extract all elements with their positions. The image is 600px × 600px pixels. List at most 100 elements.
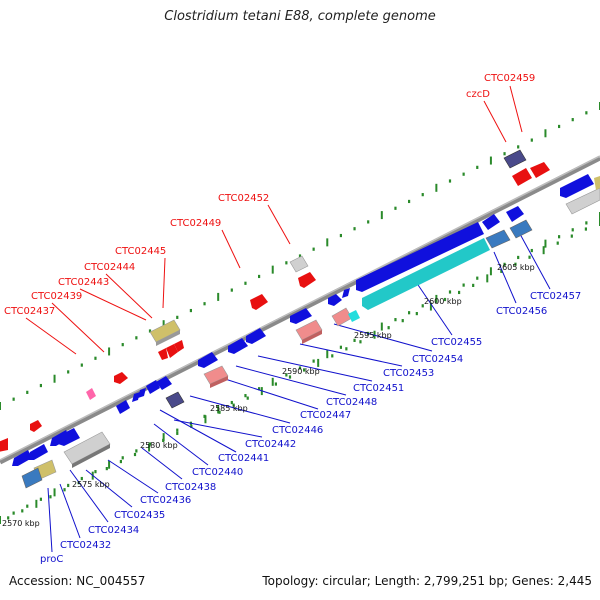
gene-label[interactable]: CTC02435 bbox=[114, 510, 165, 521]
gene-arrow[interactable] bbox=[166, 344, 178, 358]
forward-strand-features bbox=[0, 149, 550, 452]
leader-line bbox=[221, 377, 319, 410]
gene-arrow[interactable] bbox=[228, 338, 248, 354]
gene-arrow[interactable] bbox=[328, 294, 342, 306]
gene-label[interactable]: CTC02437 bbox=[4, 306, 55, 317]
gene-arrow[interactable] bbox=[246, 328, 266, 344]
gene-arrow[interactable] bbox=[342, 288, 350, 298]
gene-label[interactable]: CTC02455 bbox=[431, 337, 482, 348]
gene-arrow[interactable] bbox=[250, 294, 268, 310]
leader-line bbox=[159, 409, 237, 453]
leader-line bbox=[493, 251, 517, 304]
gene-arrow[interactable] bbox=[0, 438, 8, 452]
gene-label[interactable]: CTC02456 bbox=[496, 306, 547, 317]
gene-arrow[interactable] bbox=[114, 372, 128, 384]
gene-arrow[interactable] bbox=[158, 348, 168, 360]
forward-gene-labels: CTC02437 CTC02439 CTC02443 CTC02444 CTC0… bbox=[4, 73, 535, 317]
kbp-scale-labels: 2570 kbp 2575 kbp 2580 kbp 2585 kbp 2590… bbox=[2, 263, 535, 528]
leader-line bbox=[69, 469, 109, 523]
kbp-label: 2590 kbp bbox=[282, 367, 320, 376]
leader-line bbox=[483, 100, 507, 143]
gene-label[interactable]: CTC02449 bbox=[170, 218, 221, 229]
map-title: Clostridium tetani E88, complete genome bbox=[164, 9, 436, 24]
leader-line bbox=[519, 233, 551, 290]
gene-label[interactable]: CTC02438 bbox=[165, 482, 216, 493]
gene-box[interactable] bbox=[503, 149, 527, 169]
gene-box[interactable] bbox=[21, 467, 43, 489]
gene-label[interactable]: CTC02446 bbox=[272, 425, 323, 436]
kbp-label: 2600 kbp bbox=[424, 297, 462, 306]
gene-arrow[interactable] bbox=[530, 162, 550, 178]
gene-label[interactable]: CTC02457 bbox=[530, 291, 581, 302]
gene-label[interactable]: CTC02442 bbox=[245, 439, 296, 450]
gene-arrow[interactable] bbox=[116, 400, 130, 414]
leader-line bbox=[267, 204, 291, 245]
gene-box[interactable] bbox=[485, 229, 511, 249]
gene-arrow[interactable] bbox=[174, 340, 184, 352]
gene-label[interactable]: CTC02451 bbox=[353, 383, 404, 394]
leader-line bbox=[105, 273, 153, 319]
gene-arrow[interactable] bbox=[12, 450, 32, 466]
gene-label[interactable]: CTC02436 bbox=[140, 495, 191, 506]
gene-arrow[interactable] bbox=[86, 388, 96, 400]
gene-box[interactable] bbox=[331, 307, 353, 327]
leader-line bbox=[141, 447, 183, 480]
gene-label[interactable]: CTC02459 bbox=[484, 73, 535, 84]
gene-label[interactable]: CTC02441 bbox=[218, 453, 269, 464]
kbp-label: 2585 kbp bbox=[210, 404, 248, 413]
gene-label[interactable]: CTC02448 bbox=[326, 397, 377, 408]
gene-label[interactable]: CTC02452 bbox=[218, 193, 269, 204]
outer-tick-row bbox=[0, 102, 600, 410]
gene-label[interactable]: CTC02447 bbox=[300, 410, 351, 421]
gene-box-shade bbox=[72, 444, 110, 468]
gene-box[interactable] bbox=[509, 219, 533, 239]
gene-label[interactable]: proC bbox=[40, 554, 63, 565]
gene-label[interactable]: CTC02454 bbox=[412, 354, 463, 365]
gene-box-shade bbox=[156, 330, 180, 346]
leader-line bbox=[51, 302, 105, 353]
gene-arrow[interactable] bbox=[146, 380, 160, 394]
gene-arrow[interactable] bbox=[560, 174, 594, 198]
gene-arrow[interactable] bbox=[290, 308, 312, 324]
gene-label[interactable]: CTC02434 bbox=[88, 525, 139, 536]
genome-backbone-highlight bbox=[0, 155, 600, 461]
gene-label[interactable]: CTC02440 bbox=[192, 467, 243, 478]
leader-line bbox=[47, 487, 53, 553]
label-leader-lines bbox=[25, 85, 551, 553]
gene-arrow[interactable] bbox=[198, 352, 218, 368]
gene-label[interactable]: czcD bbox=[466, 89, 490, 100]
gene-label[interactable]: CTC02444 bbox=[84, 262, 135, 273]
gene-arrow[interactable] bbox=[362, 238, 490, 310]
gene-label[interactable]: CTC02443 bbox=[58, 277, 109, 288]
leader-line bbox=[221, 229, 241, 269]
gene-arrow[interactable] bbox=[298, 272, 316, 288]
gene-arrow[interactable] bbox=[58, 428, 80, 446]
leader-line bbox=[79, 288, 147, 321]
gene-arrow[interactable] bbox=[506, 206, 524, 222]
gene-label[interactable]: CTC02432 bbox=[60, 540, 111, 551]
gene-box[interactable] bbox=[289, 255, 309, 273]
leader-line bbox=[333, 323, 433, 352]
gene-box[interactable] bbox=[165, 391, 185, 409]
gene-arrow[interactable] bbox=[482, 214, 500, 230]
gene-arrow[interactable] bbox=[28, 444, 48, 460]
gene-box[interactable] bbox=[594, 176, 600, 190]
leader-line bbox=[162, 257, 166, 309]
gene-arrow[interactable] bbox=[156, 376, 172, 390]
genome-backbone bbox=[0, 155, 600, 465]
gene-box[interactable] bbox=[348, 310, 360, 322]
kbp-label: 2570 kbp bbox=[2, 519, 40, 528]
gene-arrow[interactable] bbox=[132, 392, 140, 402]
accession-text: Accession: NC_004557 bbox=[9, 574, 146, 588]
gene-label[interactable]: CTC02453 bbox=[383, 368, 434, 379]
gene-label[interactable]: CTC02445 bbox=[115, 246, 166, 257]
gene-arrow[interactable] bbox=[356, 222, 484, 292]
gene-label[interactable]: CTC02439 bbox=[31, 291, 82, 302]
gene-box[interactable] bbox=[565, 187, 600, 215]
gene-arrow[interactable] bbox=[30, 420, 42, 432]
gene-arrow[interactable] bbox=[512, 168, 532, 186]
gene-arrow[interactable] bbox=[138, 388, 146, 398]
leader-line bbox=[85, 469, 133, 508]
